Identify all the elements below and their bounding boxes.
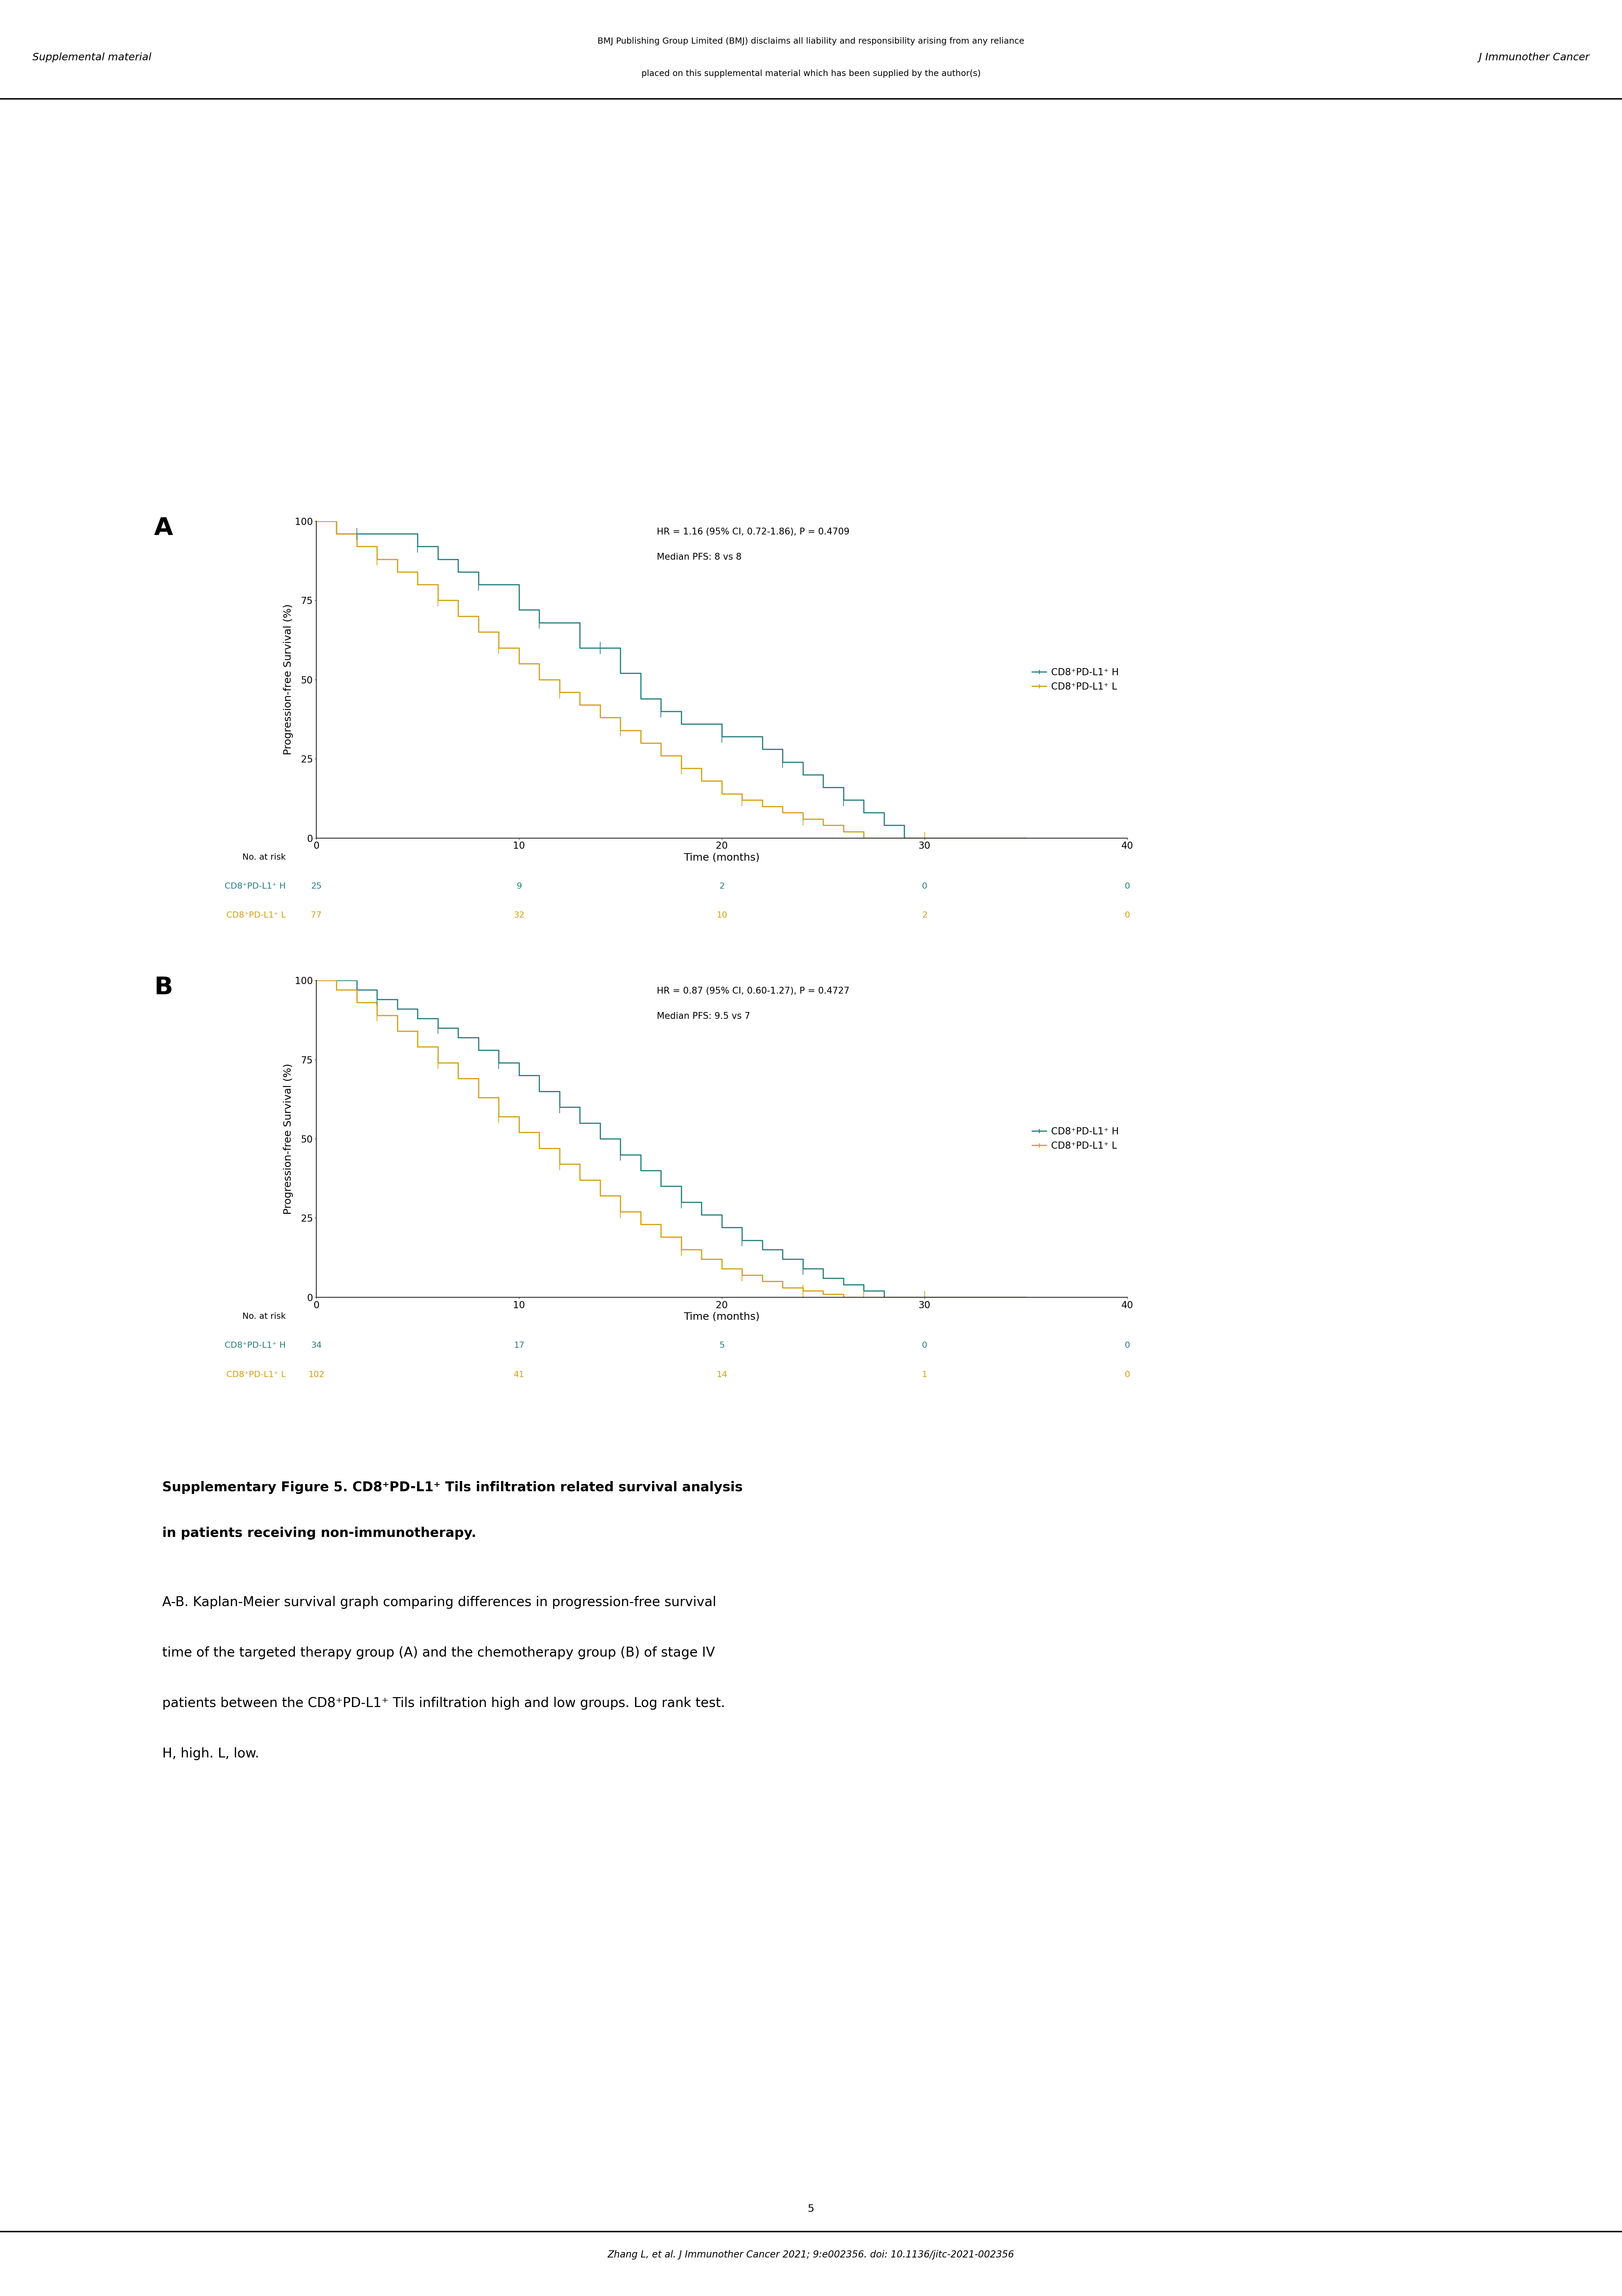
- Text: patients between the CD8⁺PD-L1⁺ Tils infiltration high and low groups. Log rank : patients between the CD8⁺PD-L1⁺ Tils inf…: [162, 1697, 725, 1711]
- Text: 25: 25: [311, 882, 321, 891]
- X-axis label: Time (months): Time (months): [684, 852, 759, 863]
- Text: CD8⁺PD-L1⁺ H: CD8⁺PD-L1⁺ H: [225, 1341, 285, 1350]
- Text: 102: 102: [308, 1371, 324, 1378]
- Text: HR = 0.87 (95% CI, 0.60-1.27), P = 0.4727: HR = 0.87 (95% CI, 0.60-1.27), P = 0.472…: [657, 987, 850, 996]
- Text: A-B. Kaplan-Meier survival graph comparing differences in progression-free survi: A-B. Kaplan-Meier survival graph compari…: [162, 1596, 717, 1609]
- Text: A: A: [154, 517, 174, 540]
- Text: 0: 0: [1124, 912, 1131, 918]
- Text: BMJ Publishing Group Limited (BMJ) disclaims all liability and responsibility ar: BMJ Publishing Group Limited (BMJ) discl…: [597, 37, 1025, 46]
- Text: 10: 10: [717, 912, 727, 918]
- Text: No. at risk: No. at risk: [242, 1313, 285, 1320]
- Text: CD8⁺PD-L1⁺ H: CD8⁺PD-L1⁺ H: [225, 882, 285, 891]
- Text: Median PFS: 8 vs 8: Median PFS: 8 vs 8: [657, 553, 741, 563]
- Text: 0: 0: [921, 1341, 928, 1350]
- Text: HR = 1.16 (95% CI, 0.72-1.86), P = 0.4709: HR = 1.16 (95% CI, 0.72-1.86), P = 0.470…: [657, 528, 850, 537]
- Text: Zhang L, et al. J Immunother Cancer 2021; 9:e002356. doi: 10.1136/jitc-2021-0023: Zhang L, et al. J Immunother Cancer 2021…: [608, 2250, 1014, 2259]
- Y-axis label: Progression-free Survival (%): Progression-free Survival (%): [284, 1063, 294, 1215]
- Legend: CD8⁺PD-L1⁺ H, CD8⁺PD-L1⁺ L: CD8⁺PD-L1⁺ H, CD8⁺PD-L1⁺ L: [1028, 664, 1122, 696]
- Text: 0: 0: [1124, 1341, 1131, 1350]
- Text: 32: 32: [514, 912, 524, 918]
- Text: CD8⁺PD-L1⁺ L: CD8⁺PD-L1⁺ L: [227, 912, 285, 918]
- Text: 2: 2: [921, 912, 928, 918]
- Text: 14: 14: [717, 1371, 727, 1378]
- Text: placed on this supplemental material which has been supplied by the author(s): placed on this supplemental material whi…: [641, 69, 981, 78]
- Text: CD8⁺PD-L1⁺ L: CD8⁺PD-L1⁺ L: [227, 1371, 285, 1378]
- Y-axis label: Progression-free Survival (%): Progression-free Survival (%): [284, 604, 294, 755]
- Text: 17: 17: [514, 1341, 524, 1350]
- X-axis label: Time (months): Time (months): [684, 1311, 759, 1322]
- Text: 1: 1: [921, 1371, 928, 1378]
- Text: No. at risk: No. at risk: [242, 854, 285, 861]
- Text: 0: 0: [1124, 1371, 1131, 1378]
- Text: 77: 77: [311, 912, 321, 918]
- Text: Median PFS: 9.5 vs 7: Median PFS: 9.5 vs 7: [657, 1013, 751, 1022]
- Text: Supplementary Figure 5. CD8⁺PD-L1⁺ Tils infiltration related survival analysis: Supplementary Figure 5. CD8⁺PD-L1⁺ Tils …: [162, 1481, 743, 1495]
- Text: 9: 9: [516, 882, 522, 891]
- Text: 0: 0: [921, 882, 928, 891]
- Text: H, high. L, low.: H, high. L, low.: [162, 1747, 260, 1761]
- Text: J Immunother Cancer: J Immunother Cancer: [1479, 53, 1590, 62]
- Text: time of the targeted therapy group (A) and the chemotherapy group (B) of stage I: time of the targeted therapy group (A) a…: [162, 1646, 715, 1660]
- Text: 2: 2: [719, 882, 725, 891]
- Text: 34: 34: [311, 1341, 321, 1350]
- Text: 41: 41: [514, 1371, 524, 1378]
- Text: B: B: [154, 976, 174, 999]
- Text: 5: 5: [808, 2204, 814, 2213]
- Text: 0: 0: [1124, 882, 1131, 891]
- Text: Supplemental material: Supplemental material: [32, 53, 151, 62]
- Text: 5: 5: [719, 1341, 725, 1350]
- Legend: CD8⁺PD-L1⁺ H, CD8⁺PD-L1⁺ L: CD8⁺PD-L1⁺ H, CD8⁺PD-L1⁺ L: [1028, 1123, 1122, 1155]
- Text: in patients receiving non-immunotherapy.: in patients receiving non-immunotherapy.: [162, 1527, 477, 1541]
